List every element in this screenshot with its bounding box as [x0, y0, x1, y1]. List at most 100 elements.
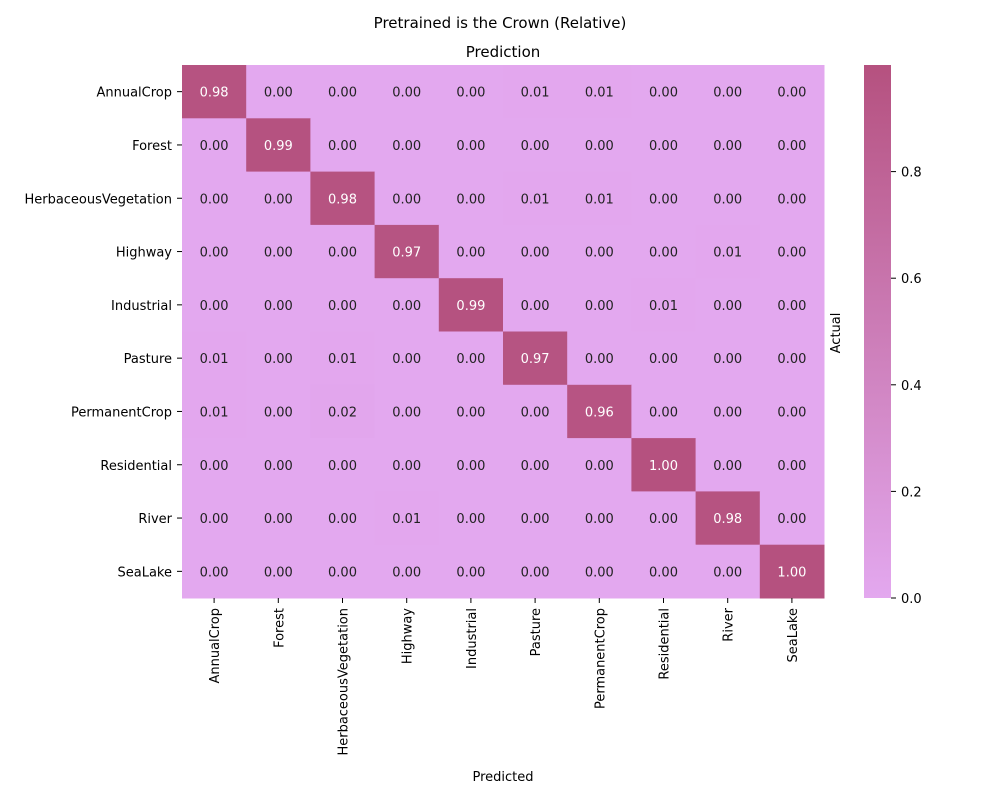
chart-title: Prediction	[466, 43, 541, 61]
cell-value-label: 0.97	[521, 352, 550, 367]
cell-value-label: 0.00	[521, 246, 550, 261]
x-tick-label: Industrial	[465, 608, 480, 669]
y-tick-label: Highway	[116, 246, 172, 261]
heatmap-cell	[310, 278, 376, 332]
cell-value-label: 0.00	[713, 192, 742, 207]
cell-value-label: 0.00	[649, 352, 678, 367]
colorbar-ticks: 0.0 0.2 0.4 0.6 0.8	[891, 166, 922, 607]
cell-value-label: 0.00	[264, 352, 293, 367]
cell-value-label: 0.00	[777, 139, 806, 154]
heatmap-cell	[438, 65, 504, 119]
heatmap-cell	[374, 544, 440, 599]
cell-value-label: 0.00	[392, 459, 421, 474]
cell-value-label: 0.00	[200, 139, 229, 154]
x-tick-label: PermanentCrop	[593, 608, 608, 709]
cell-value-label: 0.00	[200, 299, 229, 314]
heatmap-cell	[182, 65, 247, 119]
heatmap-cell	[246, 171, 311, 226]
cell-value-label: 0.00	[713, 86, 742, 101]
cell-value-label: 0.00	[328, 459, 357, 474]
heatmap-cell	[631, 171, 697, 226]
cell-value-label: 0.00	[200, 512, 229, 527]
cell-value-label: 0.00	[713, 405, 742, 420]
cell-value-label: 0.00	[392, 405, 421, 420]
cell-value-label: 0.00	[264, 192, 293, 207]
cell-value-label: 0.00	[392, 86, 421, 101]
heatmap-cell	[182, 384, 247, 439]
cell-value-label: 0.00	[713, 459, 742, 474]
cell-value-label: 0.00	[777, 299, 806, 314]
cell-value-label: 1.00	[777, 565, 806, 580]
heatmap-cell	[503, 491, 568, 546]
cell-value-label: 0.00	[456, 139, 485, 154]
heatmap-cell	[695, 278, 761, 332]
heatmap-cell	[631, 491, 697, 546]
heatmap-cell	[695, 118, 761, 173]
cell-value-label: 0.00	[521, 512, 550, 527]
cell-value-label: 0.00	[585, 459, 614, 474]
heatmap-cell	[182, 171, 247, 226]
colorbar-tick-label: 0.2	[901, 485, 922, 500]
heatmap-cell	[503, 171, 568, 226]
cell-value-label: 0.00	[456, 86, 485, 101]
cell-value-label: 0.00	[777, 86, 806, 101]
cell-value-label: 0.98	[328, 192, 357, 207]
heatmap-cell	[567, 544, 632, 599]
heatmap-cell	[182, 438, 247, 492]
heatmap-cell	[182, 118, 247, 173]
heatmap-cell	[310, 491, 376, 546]
cell-value-label: 0.00	[392, 139, 421, 154]
cell-value-label: 0.00	[649, 246, 678, 261]
heatmap-cell	[374, 118, 440, 173]
cell-value-label: 0.00	[585, 352, 614, 367]
x-tick-label: AnnualCrop	[208, 608, 223, 684]
cell-value-label: 0.00	[585, 512, 614, 527]
heatmap-cell	[759, 65, 825, 119]
x-tick-label: Pasture	[529, 608, 544, 656]
heatmap-cell	[567, 331, 632, 386]
heatmap-cell	[438, 118, 504, 173]
heatmap-cell	[182, 331, 247, 386]
heatmap-cell	[438, 331, 504, 386]
cell-value-label: 0.00	[521, 405, 550, 420]
cell-value-label: 0.98	[200, 86, 229, 101]
y-tick-label: AnnualCrop	[96, 86, 172, 101]
colorbar-tick-label: 0.4	[901, 379, 922, 394]
heatmap-cell	[438, 278, 504, 332]
heatmap-cell	[631, 118, 697, 173]
cell-value-label: 0.00	[585, 565, 614, 580]
cell-value-label: 0.00	[713, 352, 742, 367]
heatmap-cell	[695, 224, 761, 279]
cell-value-label: 0.01	[585, 192, 614, 207]
heatmap-cell	[759, 384, 825, 439]
heatmap-cell	[374, 224, 440, 279]
heatmap-cell	[503, 384, 568, 439]
y-tick-label: Industrial	[111, 299, 172, 314]
cell-value-label: 0.01	[585, 86, 614, 101]
y-axis-label: Actual	[829, 313, 844, 354]
cell-value-label: 0.00	[264, 459, 293, 474]
heatmap-cell	[631, 278, 697, 332]
cell-value-label: 0.00	[456, 246, 485, 261]
heatmap-cell	[567, 65, 632, 119]
heatmap-cell	[631, 331, 697, 386]
heatmap-cell	[631, 224, 697, 279]
heatmap-cell	[695, 438, 761, 492]
heatmap-cell	[310, 544, 376, 599]
x-tick-label: River	[722, 607, 737, 641]
y-axis-ticks: AnnualCrop Forest HerbaceousVegetation High…	[24, 86, 182, 580]
heatmap-cell	[567, 438, 632, 492]
heatmap-cell	[503, 331, 568, 386]
heatmap-cell	[695, 544, 761, 599]
cell-value-label: 0.00	[328, 86, 357, 101]
cell-value-label: 0.99	[456, 299, 485, 314]
heatmap-cell	[695, 65, 761, 119]
cell-value-label: 0.00	[521, 565, 550, 580]
cell-value-label: 0.00	[264, 405, 293, 420]
cell-value-label: 0.00	[777, 352, 806, 367]
cell-value-label: 0.00	[521, 459, 550, 474]
heatmap-cell	[310, 65, 376, 119]
heatmap-cell	[503, 544, 568, 599]
cell-value-label: 0.00	[200, 192, 229, 207]
